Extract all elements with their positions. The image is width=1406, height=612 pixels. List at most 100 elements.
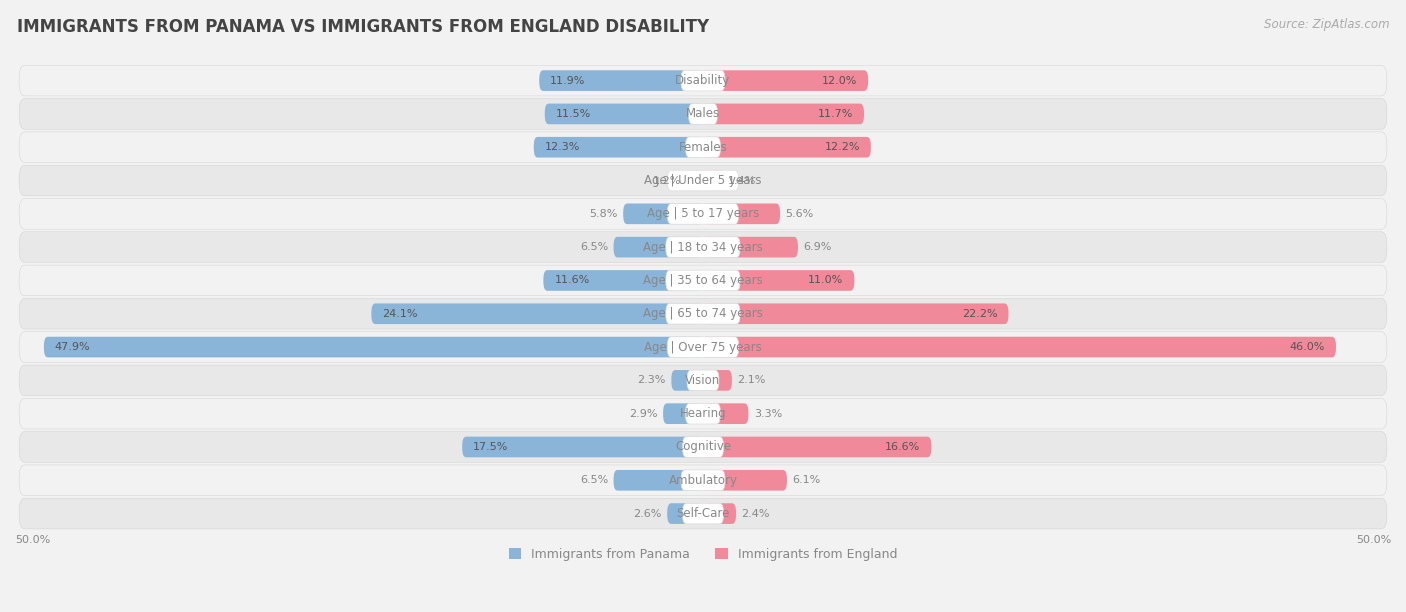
Text: Cognitive: Cognitive [675,441,731,453]
Text: Self-Care: Self-Care [676,507,730,520]
Text: 16.6%: 16.6% [886,442,921,452]
FancyBboxPatch shape [20,232,1386,263]
FancyBboxPatch shape [668,170,738,191]
FancyBboxPatch shape [20,99,1386,129]
Text: 24.1%: 24.1% [382,308,418,319]
FancyBboxPatch shape [20,498,1386,529]
Text: 3.3%: 3.3% [754,409,782,419]
FancyBboxPatch shape [371,304,703,324]
Text: 11.7%: 11.7% [818,109,853,119]
FancyBboxPatch shape [20,65,1386,96]
FancyBboxPatch shape [20,132,1386,163]
Text: Males: Males [686,108,720,121]
FancyBboxPatch shape [703,436,931,457]
Text: 12.2%: 12.2% [824,142,860,152]
Text: 11.5%: 11.5% [555,109,591,119]
FancyBboxPatch shape [20,431,1386,462]
FancyBboxPatch shape [686,137,720,157]
Text: 2.3%: 2.3% [637,375,666,386]
FancyBboxPatch shape [613,470,703,491]
FancyBboxPatch shape [703,70,868,91]
FancyBboxPatch shape [20,165,1386,196]
Text: 5.8%: 5.8% [589,209,617,219]
Legend: Immigrants from Panama, Immigrants from England: Immigrants from Panama, Immigrants from … [503,543,903,566]
Text: Source: ZipAtlas.com: Source: ZipAtlas.com [1264,18,1389,31]
Text: 1.2%: 1.2% [652,176,681,185]
FancyBboxPatch shape [20,198,1386,229]
Text: Age | 35 to 64 years: Age | 35 to 64 years [643,274,763,287]
Text: 6.9%: 6.9% [803,242,832,252]
FancyBboxPatch shape [534,137,703,157]
FancyBboxPatch shape [463,436,703,457]
FancyBboxPatch shape [703,337,1336,357]
Text: Ambulatory: Ambulatory [668,474,738,487]
Text: 12.3%: 12.3% [544,142,581,152]
Text: 22.2%: 22.2% [962,308,997,319]
Text: 1.4%: 1.4% [728,176,756,185]
FancyBboxPatch shape [668,337,738,357]
Text: Age | 65 to 74 years: Age | 65 to 74 years [643,307,763,320]
Text: 2.9%: 2.9% [628,409,658,419]
Text: 6.1%: 6.1% [793,476,821,485]
Text: 50.0%: 50.0% [15,536,51,545]
FancyBboxPatch shape [686,170,703,191]
FancyBboxPatch shape [703,237,799,258]
FancyBboxPatch shape [623,204,703,224]
FancyBboxPatch shape [703,403,748,424]
Text: Age | 18 to 34 years: Age | 18 to 34 years [643,241,763,253]
FancyBboxPatch shape [20,299,1386,329]
Text: 11.6%: 11.6% [554,275,589,285]
FancyBboxPatch shape [703,270,855,291]
Text: 11.9%: 11.9% [550,76,586,86]
Text: 6.5%: 6.5% [579,242,607,252]
FancyBboxPatch shape [20,265,1386,296]
FancyBboxPatch shape [703,137,870,157]
FancyBboxPatch shape [682,436,724,457]
FancyBboxPatch shape [668,204,738,224]
FancyBboxPatch shape [703,204,780,224]
Text: 6.5%: 6.5% [579,476,607,485]
FancyBboxPatch shape [703,103,865,124]
Text: 5.6%: 5.6% [786,209,814,219]
Text: 46.0%: 46.0% [1289,342,1324,352]
FancyBboxPatch shape [540,70,703,91]
FancyBboxPatch shape [703,170,723,191]
Text: 17.5%: 17.5% [474,442,509,452]
FancyBboxPatch shape [703,470,787,491]
FancyBboxPatch shape [666,270,740,291]
FancyBboxPatch shape [688,370,718,390]
Text: Disability: Disability [675,74,731,87]
FancyBboxPatch shape [671,370,703,390]
FancyBboxPatch shape [703,370,733,390]
FancyBboxPatch shape [544,103,703,124]
FancyBboxPatch shape [681,70,725,91]
FancyBboxPatch shape [666,237,740,258]
FancyBboxPatch shape [703,304,1008,324]
FancyBboxPatch shape [682,503,724,524]
FancyBboxPatch shape [543,270,703,291]
FancyBboxPatch shape [689,103,717,124]
Text: 2.1%: 2.1% [737,375,766,386]
Text: 2.4%: 2.4% [741,509,770,518]
Text: 12.0%: 12.0% [821,76,858,86]
FancyBboxPatch shape [20,398,1386,429]
Text: Age | 5 to 17 years: Age | 5 to 17 years [647,207,759,220]
FancyBboxPatch shape [668,503,703,524]
FancyBboxPatch shape [664,403,703,424]
Text: Vision: Vision [685,374,721,387]
Text: 50.0%: 50.0% [1355,536,1391,545]
Text: 11.0%: 11.0% [808,275,844,285]
FancyBboxPatch shape [20,365,1386,396]
Text: 2.6%: 2.6% [633,509,662,518]
FancyBboxPatch shape [686,403,720,424]
Text: IMMIGRANTS FROM PANAMA VS IMMIGRANTS FROM ENGLAND DISABILITY: IMMIGRANTS FROM PANAMA VS IMMIGRANTS FRO… [17,18,709,36]
FancyBboxPatch shape [20,465,1386,496]
FancyBboxPatch shape [613,237,703,258]
FancyBboxPatch shape [666,304,740,324]
Text: Age | Over 75 years: Age | Over 75 years [644,340,762,354]
Text: Females: Females [679,141,727,154]
FancyBboxPatch shape [703,503,735,524]
Text: Hearing: Hearing [679,407,727,420]
FancyBboxPatch shape [20,332,1386,362]
Text: Age | Under 5 years: Age | Under 5 years [644,174,762,187]
